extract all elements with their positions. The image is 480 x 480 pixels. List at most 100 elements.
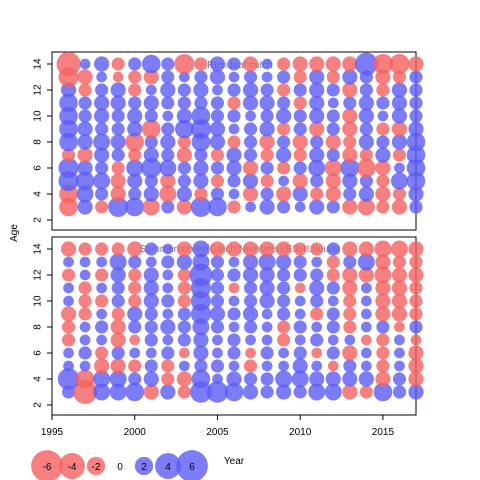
residual-bubble (174, 53, 195, 75)
residual-bubble (406, 145, 426, 165)
residual-bubble (79, 256, 91, 268)
residual-bubble (243, 372, 258, 386)
residual-bubble (410, 334, 422, 346)
residual-bubble (293, 109, 307, 123)
residual-bubble (159, 159, 177, 177)
residual-bubble (294, 308, 306, 320)
residual-bubble (112, 71, 124, 83)
residual-bubble (95, 242, 109, 256)
residual-bubble (93, 370, 111, 388)
residual-bubble (227, 200, 241, 214)
residual-bubble (160, 82, 176, 98)
residual-bubble (161, 70, 175, 84)
residual-bubble (375, 371, 391, 387)
residual-bubble (210, 294, 225, 308)
residual-bubble (128, 359, 142, 373)
residual-bubble (276, 384, 292, 400)
residual-bubble (276, 241, 292, 257)
residual-bubble (343, 135, 357, 149)
residual-bubble (376, 346, 390, 360)
residual-bubble (77, 199, 93, 215)
residual-bubble (109, 383, 127, 401)
residual-bubble (310, 187, 324, 201)
residual-bubble (160, 384, 176, 400)
residual-bubble (110, 332, 126, 348)
residual-bubble (177, 333, 191, 347)
residual-bubble (376, 83, 390, 97)
x-tick-label: 1995 (41, 427, 64, 438)
residual-bubble (243, 281, 258, 295)
residual-bubble (243, 70, 258, 84)
residual-bubble (189, 263, 213, 287)
residual-bubble (292, 186, 308, 202)
residual-bubble (311, 321, 323, 333)
y-tick-label: 6 (33, 165, 44, 171)
residual-bubble (343, 320, 357, 334)
residual-bubble (242, 160, 259, 176)
residual-bubble (145, 347, 157, 359)
residual-bubble (261, 58, 273, 70)
residual-bubble (309, 82, 325, 98)
legend-label: -2 (92, 462, 101, 473)
residual-bubble (141, 157, 162, 179)
residual-bubble (309, 371, 325, 387)
residual-bubble (309, 108, 325, 124)
residual-bubble (294, 334, 306, 346)
residual-bubble (95, 122, 109, 136)
residual-bubble (277, 96, 291, 110)
residual-bubble (212, 373, 223, 385)
residual-bubble (357, 198, 375, 216)
residual-bubble (310, 268, 324, 282)
residual-bubble (143, 95, 159, 111)
residual-bubble (126, 159, 144, 177)
y-tick-label: 12 (33, 269, 44, 281)
residual-bubble (309, 121, 325, 137)
residual-bubble (111, 57, 125, 71)
residual-bubble (242, 173, 259, 189)
residual-bubble (161, 359, 175, 373)
y-tick-label: 8 (33, 324, 44, 330)
residual-bubble (326, 320, 340, 334)
residual-bubble (227, 96, 241, 110)
residual-bubble (260, 174, 274, 188)
residual-bubble (178, 347, 190, 359)
residual-bubble (259, 121, 275, 137)
residual-bubble (261, 321, 273, 333)
residual-bubble (311, 360, 323, 372)
residual-bubble (95, 294, 109, 308)
residual-bubble (77, 121, 93, 137)
residual-bubble (293, 122, 307, 136)
residual-bubble (375, 280, 391, 296)
residual-bubble (391, 280, 408, 296)
x-tick-label: 2000 (124, 427, 147, 438)
residual-bubble (194, 187, 208, 201)
residual-bubble (242, 306, 259, 322)
y-tick-label: 10 (33, 295, 44, 307)
residual-bubble (293, 83, 307, 97)
residual-bubble (276, 186, 292, 202)
residual-bubble (162, 269, 174, 281)
residual-bubble (210, 255, 225, 269)
residual-bubble (390, 172, 408, 190)
residual-bubble (128, 255, 142, 269)
residual-bubble (110, 95, 126, 111)
residual-bubble (408, 56, 424, 72)
residual-bubble (63, 256, 74, 268)
residual-bubble (408, 186, 424, 202)
residual-bubble (111, 307, 125, 321)
residual-bubble (292, 358, 308, 374)
residual-bubble (344, 334, 356, 346)
residual-bubble (95, 200, 109, 214)
residual-bubble (177, 96, 191, 110)
legend-label: 2 (141, 462, 147, 473)
residual-bubble (111, 281, 125, 295)
residual-bubble (278, 175, 290, 187)
residual-bubble (260, 109, 274, 123)
residual-bubble (94, 56, 110, 72)
residual-bubble (391, 267, 408, 283)
residual-bubble (359, 83, 373, 97)
residual-bubble (95, 268, 109, 282)
residual-bubble (259, 280, 275, 296)
residual-bubble (376, 135, 390, 149)
